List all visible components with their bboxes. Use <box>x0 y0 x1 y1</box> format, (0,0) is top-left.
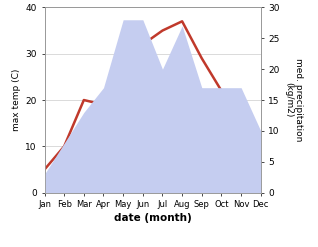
Y-axis label: max temp (C): max temp (C) <box>12 69 21 131</box>
Y-axis label: med. precipitation
(kg/m2): med. precipitation (kg/m2) <box>284 58 303 142</box>
X-axis label: date (month): date (month) <box>114 213 191 224</box>
